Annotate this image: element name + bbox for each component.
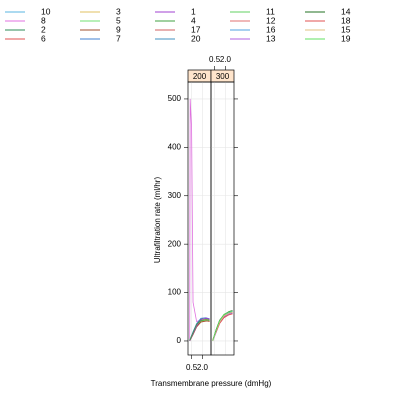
legend-label: 20 <box>191 33 201 43</box>
legend-label: 15 <box>341 24 351 34</box>
strip-label: 300 <box>216 72 230 81</box>
legend-label: 13 <box>266 33 276 43</box>
legend-label: 18 <box>341 15 351 25</box>
legend-label: 4 <box>191 15 196 25</box>
x-tick-label: 2.0 <box>220 55 232 64</box>
legend-label: 1 <box>191 6 196 16</box>
series-line <box>212 310 233 342</box>
legend-label: 9 <box>116 24 121 34</box>
series-line <box>212 310 233 341</box>
strip-label: 200 <box>193 72 207 81</box>
legend-label: 16 <box>266 24 276 34</box>
legend-label: 8 <box>41 15 46 25</box>
y-tick-label: 0 <box>177 336 182 345</box>
legend-label: 3 <box>116 6 121 16</box>
series-line <box>189 98 203 341</box>
y-tick-label: 200 <box>168 239 182 248</box>
legend-label: 2 <box>41 24 46 34</box>
legend-label: 14 <box>341 6 351 16</box>
y-tick-label: 100 <box>168 288 182 297</box>
y-tick-label: 300 <box>168 191 182 200</box>
legend-label: 19 <box>341 33 351 43</box>
legend-label: 10 <box>41 6 51 16</box>
legend-label: 11 <box>266 6 275 16</box>
series-line <box>189 319 210 341</box>
legend-label: 7 <box>116 33 121 43</box>
x-tick-label: 2.0 <box>197 363 209 372</box>
legend-label: 12 <box>266 15 276 25</box>
legend-label: 5 <box>116 15 121 25</box>
series-line <box>189 320 210 342</box>
panel-border <box>210 81 235 356</box>
legend-label: 17 <box>191 24 201 34</box>
x-axis-label: Transmembrane pressure (dmHg) <box>151 379 272 388</box>
y-axis-label: Ultrafiltration rate (ml/hr) <box>153 177 162 264</box>
x-tick-label: 0.5 <box>209 55 221 64</box>
x-tick-label: 0.5 <box>186 363 198 372</box>
y-tick-label: 400 <box>168 142 182 151</box>
y-tick-label: 500 <box>168 94 182 103</box>
legend-label: 6 <box>41 33 46 43</box>
